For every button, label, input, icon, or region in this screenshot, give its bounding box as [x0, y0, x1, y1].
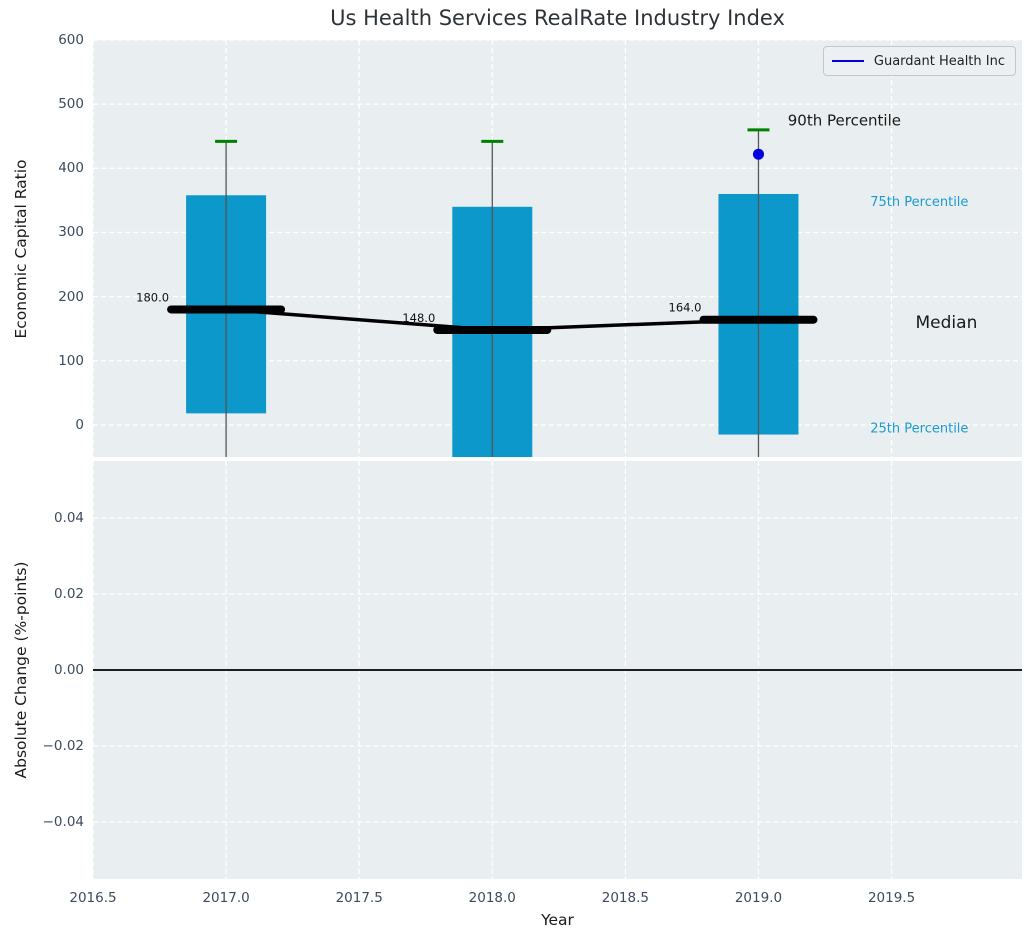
- y-tick-label: 0.04: [53, 510, 84, 526]
- overlay-point: [752, 148, 764, 160]
- legend: Guardant Health Inc: [822, 46, 1016, 76]
- legend-label: Guardant Health Inc: [873, 53, 1005, 69]
- x-tick-label: 2019.0: [734, 890, 783, 906]
- bottom-plot-area: [93, 461, 1022, 879]
- x-tick-label: 2018.0: [468, 890, 516, 906]
- median-value-label: 164.0: [669, 301, 702, 315]
- y-tick-label: 0: [75, 416, 84, 433]
- y-tick-label: 100: [58, 352, 84, 369]
- x-tick-label: 2019.5: [867, 890, 916, 906]
- y-tick-label: 0.02: [53, 586, 84, 602]
- y-tick-label: 400: [58, 160, 84, 177]
- y-axis-label-bottom: Absolute Change (%-points): [12, 561, 30, 779]
- y-tick-label: −0.02: [42, 738, 84, 754]
- top-plot-svg: 180.0 148.0 164.0 90th Percentile 75th Perce…: [93, 40, 1022, 457]
- x-tick-label: 2016.5: [69, 890, 117, 906]
- x-tick-label: 2017.0: [202, 890, 250, 906]
- y-tick-label: 200: [58, 288, 84, 305]
- annotation-text: 90th Percentile: [788, 111, 901, 129]
- bottom-plot-svg: [93, 461, 1022, 879]
- y-tick-label: 500: [58, 96, 84, 113]
- y-tick-label: 600: [58, 32, 84, 48]
- annotation-text: 75th Percentile: [870, 195, 968, 210]
- annotation-text: Median: [916, 313, 978, 333]
- y-tick-label: 0.00: [53, 662, 84, 678]
- y-tick-label: −0.04: [42, 814, 84, 830]
- x-axis-label: Year: [541, 911, 574, 929]
- legend-line-sample: [831, 60, 864, 62]
- x-tick-label: 2017.5: [335, 890, 383, 906]
- top-plot-area: 180.0 148.0 164.0 90th Percentile 75th Perce…: [93, 40, 1022, 457]
- median-value-label: 148.0: [402, 311, 435, 325]
- x-tick-label: 2018.5: [601, 890, 649, 906]
- median-value-label: 180.0: [136, 290, 169, 304]
- y-tick-label: 300: [58, 224, 84, 241]
- y-axis-label-top: Economic Capital Ratio: [12, 159, 30, 339]
- annotation-text: 25th Percentile: [870, 422, 968, 437]
- chart-title: Us Health Services RealRate Industry Ind…: [330, 6, 785, 30]
